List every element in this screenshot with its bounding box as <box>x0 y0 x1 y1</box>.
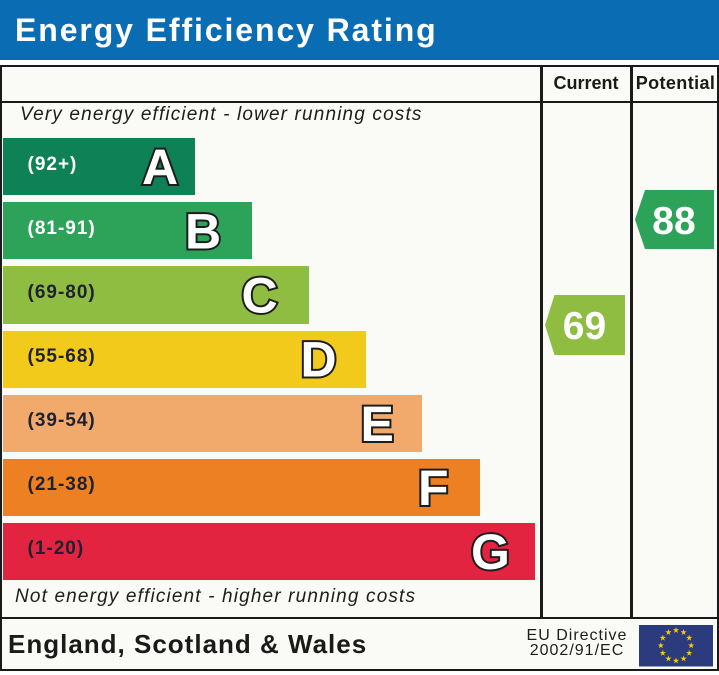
svg-text:69: 69 <box>563 305 606 348</box>
svg-text:88: 88 <box>652 200 695 243</box>
svg-text:C: C <box>242 267 278 323</box>
svg-text:D: D <box>301 332 337 388</box>
svg-text:G: G <box>471 524 510 580</box>
svg-text:F: F <box>418 460 449 516</box>
svg-text:B: B <box>185 203 221 259</box>
svg-text:E: E <box>361 396 394 452</box>
svg-text:A: A <box>142 139 178 195</box>
